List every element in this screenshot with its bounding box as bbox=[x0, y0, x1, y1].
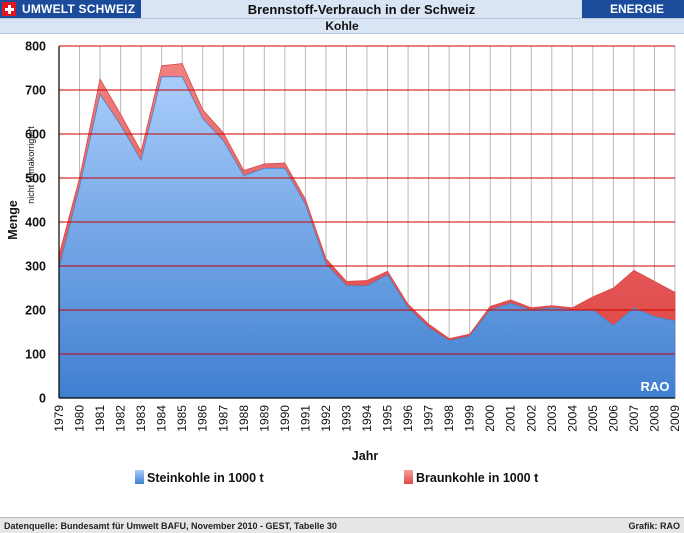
x-tick-label: 1981 bbox=[93, 405, 107, 432]
page-title-box: Brennstoff-Verbrauch in der Schweiz bbox=[141, 0, 582, 18]
x-tick-label: 1983 bbox=[134, 405, 148, 432]
y-tick-label: 400 bbox=[25, 216, 46, 230]
y-tick-label: 100 bbox=[25, 348, 46, 362]
y-tick-label: 800 bbox=[25, 40, 46, 54]
x-tick-label: 2005 bbox=[586, 405, 600, 432]
subtitle-bar: Kohle bbox=[0, 18, 684, 34]
x-tick-label: 1990 bbox=[278, 405, 292, 432]
x-tick-label: 1984 bbox=[155, 405, 169, 432]
x-tick-label: 2006 bbox=[606, 405, 620, 432]
brand-label: UMWELT SCHWEIZ bbox=[22, 2, 136, 16]
legend-swatch-steinkohle bbox=[135, 470, 144, 484]
x-tick-label: 1999 bbox=[463, 405, 477, 432]
x-tick-label: 2008 bbox=[647, 405, 661, 432]
area-chart: 0 100 200 300 400 500 600 700 800 1979 1980 1981 198… bbox=[6, 40, 682, 486]
x-axis-label: Jahr bbox=[352, 449, 379, 463]
x-tick-label: 2003 bbox=[545, 405, 559, 432]
x-tick-label: 2007 bbox=[627, 405, 641, 432]
x-tick-label: 1995 bbox=[381, 405, 395, 432]
x-tick-label: 1980 bbox=[73, 405, 87, 432]
x-tick-label: 1993 bbox=[339, 405, 353, 432]
brand: UMWELT SCHWEIZ bbox=[0, 0, 140, 18]
x-tick-label: 1985 bbox=[175, 405, 189, 432]
legend-label-steinkohle: Steinkohle in 1000 t bbox=[147, 471, 265, 485]
footer-credit: Grafik: RAO bbox=[628, 521, 680, 531]
y-tick-label: 500 bbox=[25, 172, 46, 186]
x-tick-label: 1986 bbox=[196, 405, 210, 432]
legend-label-braunkohle: Braunkohle in 1000 t bbox=[416, 471, 539, 485]
legend-swatch-braunkohle bbox=[404, 470, 413, 484]
x-tick-label: 1997 bbox=[422, 405, 436, 432]
x-tick-label: 1992 bbox=[319, 405, 333, 432]
y-tick-label: 700 bbox=[25, 84, 46, 98]
y-axis-label: Menge bbox=[6, 200, 20, 240]
section-label: ENERGIE bbox=[609, 2, 664, 16]
x-tick-label: 1998 bbox=[442, 405, 456, 432]
series-steinkohle-area bbox=[58, 76, 676, 399]
y-tick-label: 600 bbox=[25, 128, 46, 142]
x-tick-label: 1979 bbox=[52, 405, 66, 432]
y-tick-label: 0 bbox=[39, 392, 46, 406]
x-tick-label: 1988 bbox=[237, 405, 251, 432]
x-tick-label: 1991 bbox=[298, 405, 312, 432]
swiss-flag-icon bbox=[2, 2, 16, 16]
x-tick-label: 1989 bbox=[257, 405, 271, 432]
y-tick-label: 200 bbox=[25, 304, 46, 318]
x-tick-label: 1982 bbox=[114, 405, 128, 432]
x-tick-label: 1987 bbox=[216, 405, 230, 432]
y-tick-label: 300 bbox=[25, 260, 46, 274]
page-title: Brennstoff-Verbrauch in der Schweiz bbox=[247, 1, 476, 17]
footer: Datenquelle: Bundesamt für Umwelt BAFU, … bbox=[0, 517, 684, 533]
chart-subtitle: Kohle bbox=[325, 19, 359, 33]
footer-source: Datenquelle: Bundesamt für Umwelt BAFU, … bbox=[4, 521, 337, 531]
y-axis-note: nicht klimakorrigiert bbox=[26, 126, 36, 204]
x-tick-label: 1994 bbox=[360, 405, 374, 432]
x-tick-label: 2009 bbox=[668, 405, 682, 432]
x-tick-label: 2001 bbox=[504, 405, 518, 432]
x-tick-label: 2002 bbox=[524, 405, 538, 432]
x-tick-label: 1996 bbox=[401, 405, 415, 432]
x-tick-label: 2000 bbox=[483, 405, 497, 432]
x-tick-label: 2004 bbox=[565, 405, 579, 432]
watermark-label: RAO bbox=[641, 379, 670, 394]
